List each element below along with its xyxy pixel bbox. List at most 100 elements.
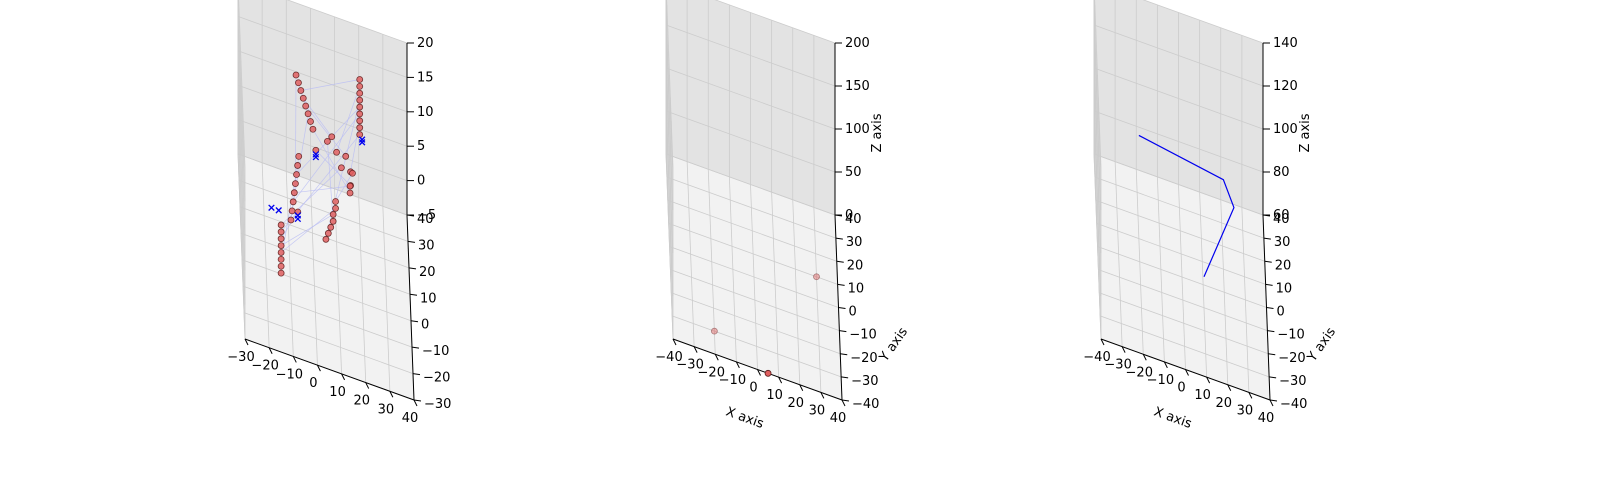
grid-line-z bbox=[665, 110, 836, 173]
data-point bbox=[349, 169, 356, 177]
z-tick-label: 15 bbox=[417, 70, 434, 85]
data-point bbox=[288, 207, 296, 215]
grid-line-y bbox=[240, 232, 411, 295]
data-point bbox=[297, 87, 305, 94]
y-tick bbox=[840, 353, 848, 356]
y-tick bbox=[410, 320, 419, 323]
x-marker bbox=[312, 151, 320, 158]
x-tick-label: −20 bbox=[698, 365, 725, 380]
y-tick-label: −20 bbox=[850, 351, 877, 366]
z-tick-label: 60 bbox=[1273, 208, 1290, 223]
grid-line-y bbox=[1094, 176, 1265, 239]
x-tick bbox=[365, 382, 370, 389]
y-tick bbox=[1269, 399, 1278, 402]
y-tick-label: −10 bbox=[422, 344, 449, 359]
data-point bbox=[356, 110, 364, 118]
data-point bbox=[312, 146, 320, 154]
data-point bbox=[290, 189, 298, 197]
x-tick-label: −40 bbox=[1083, 350, 1110, 365]
y-axis-line bbox=[406, 214, 415, 401]
y-tick bbox=[413, 399, 422, 402]
x-tick bbox=[1163, 361, 1168, 369]
data-point bbox=[356, 83, 364, 90]
z-tick-label: 200 bbox=[845, 36, 870, 51]
x-tick bbox=[1206, 376, 1211, 384]
data-point bbox=[307, 118, 314, 125]
grid-line-y bbox=[1099, 315, 1270, 378]
grid-line-z bbox=[1093, 24, 1264, 87]
data-point bbox=[277, 269, 285, 277]
data-point bbox=[356, 96, 364, 104]
grid-line-z bbox=[714, 0, 836, 44]
x-tick bbox=[693, 346, 698, 353]
x-tick-label: −10 bbox=[719, 373, 746, 388]
y-tick bbox=[1264, 260, 1272, 263]
z-tick-label: 20 bbox=[417, 36, 434, 51]
mesh-line bbox=[335, 173, 353, 202]
data-point bbox=[293, 171, 300, 178]
z-tick-label: 120 bbox=[1273, 79, 1298, 94]
mesh-line bbox=[315, 149, 351, 186]
x-tick-label: −30 bbox=[227, 350, 254, 365]
grid-line-z bbox=[237, 153, 408, 216]
data-point bbox=[292, 180, 299, 188]
y-tick-label: −40 bbox=[852, 397, 879, 412]
z-tick-label: 50 bbox=[845, 165, 862, 180]
x-marker bbox=[268, 204, 275, 211]
z-axis-label: Z axis bbox=[870, 113, 885, 152]
y-tick-label: −30 bbox=[424, 397, 451, 412]
grid-line-z bbox=[1094, 0, 1102, 168]
grid-line-z bbox=[665, 24, 674, 211]
grid-line-z bbox=[1093, 110, 1102, 297]
grid-line-y bbox=[669, 246, 839, 308]
x-tick bbox=[1227, 384, 1232, 391]
grid-line-z bbox=[1093, 24, 1102, 211]
grid-line-y bbox=[1095, 199, 1265, 262]
x-tick bbox=[841, 399, 846, 407]
mesh-line bbox=[305, 105, 347, 157]
x-tick bbox=[735, 361, 740, 369]
y-tick bbox=[408, 267, 417, 270]
x-tick bbox=[672, 338, 677, 346]
x-tick-label: −40 bbox=[655, 350, 682, 365]
mesh-line bbox=[312, 129, 351, 194]
y-tick bbox=[412, 373, 421, 376]
data-point bbox=[337, 164, 345, 172]
y-axis-label: Y axis bbox=[1304, 325, 1339, 366]
x-tick bbox=[799, 384, 804, 391]
subplot-1: −30−20−10010203040−30−20−10010203040−505… bbox=[227, 0, 451, 426]
x-tick-label: −10 bbox=[1147, 373, 1174, 388]
x-tick bbox=[341, 373, 346, 381]
grid-line-z bbox=[286, 0, 408, 44]
data-point bbox=[309, 125, 317, 133]
pane-floor bbox=[238, 154, 414, 400]
data-point bbox=[342, 152, 350, 160]
data-point bbox=[356, 76, 364, 83]
x-tick-label: 30 bbox=[809, 403, 826, 418]
data-point bbox=[333, 148, 340, 156]
subplot-2: −40−30−20−10010203040−40−30−20−100102030… bbox=[655, 0, 911, 432]
grid-line-z bbox=[665, 67, 674, 254]
grid-line-y bbox=[668, 222, 838, 285]
data-point bbox=[356, 117, 364, 125]
grid-line-y bbox=[1096, 222, 1266, 285]
x-tick-label: 30 bbox=[378, 402, 395, 417]
z-tick-label: 150 bbox=[845, 79, 870, 94]
z-tick-label: 100 bbox=[845, 122, 870, 137]
data-point bbox=[356, 124, 364, 132]
z-tick-label: 10 bbox=[417, 105, 434, 120]
x-axis-line bbox=[244, 338, 415, 401]
x-tick-label: −30 bbox=[1104, 358, 1131, 373]
grid-line-x bbox=[358, 197, 367, 383]
y-tick bbox=[837, 283, 845, 286]
grid-line-z bbox=[237, 153, 246, 340]
y-tick bbox=[836, 260, 844, 263]
data-point bbox=[295, 152, 303, 160]
z-tick-label: 100 bbox=[1273, 122, 1298, 137]
grid-line-z bbox=[665, 153, 836, 216]
x-tick bbox=[316, 364, 321, 372]
x-tick bbox=[389, 391, 394, 398]
y-tick-label: −10 bbox=[1277, 328, 1304, 343]
z-axis-label: Z axis bbox=[1298, 113, 1313, 152]
x-axis-label: X axis bbox=[724, 404, 766, 432]
